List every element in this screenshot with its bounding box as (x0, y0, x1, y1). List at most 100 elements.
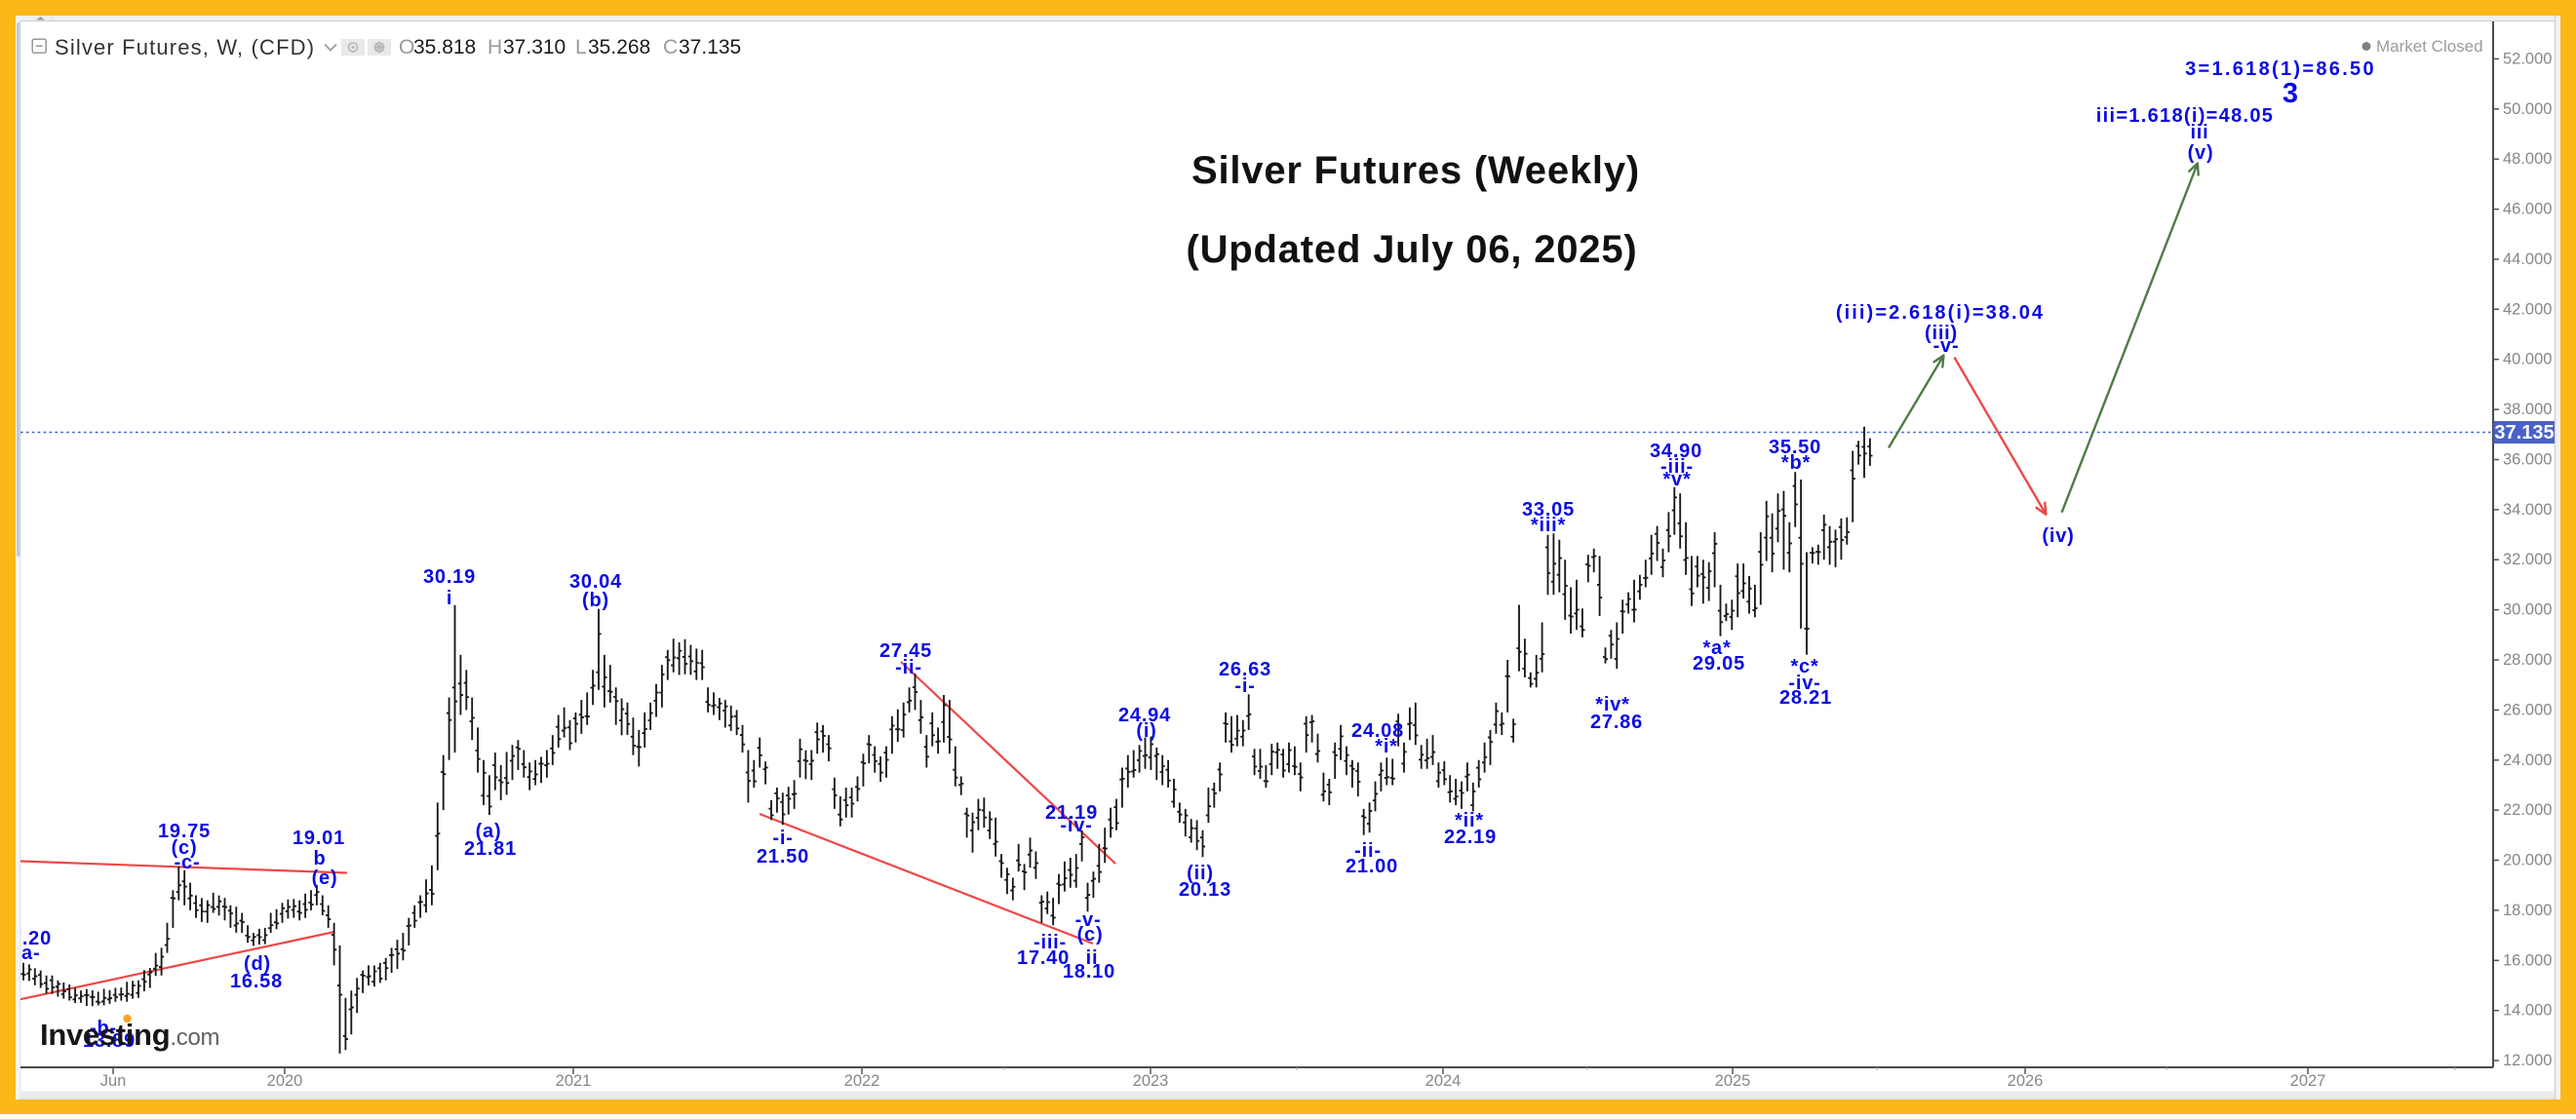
svg-text:50.000: 50.000 (2503, 100, 2552, 118)
svg-text:26.63: 26.63 (1219, 659, 1271, 680)
svg-text:27.86: 27.86 (1590, 712, 1643, 733)
svg-text:28.000: 28.000 (2503, 651, 2552, 669)
svg-text:2024: 2024 (1425, 1072, 1462, 1090)
svg-text:(Updated July 06, 2025): (Updated July 06, 2025) (1186, 228, 1637, 271)
svg-text:16.000: 16.000 (2503, 951, 2552, 969)
svg-text:30.000: 30.000 (2503, 601, 2552, 619)
svg-text:i: i (447, 588, 452, 609)
svg-text:35.268: 35.268 (588, 36, 650, 58)
svg-text:2022: 2022 (844, 1072, 880, 1090)
svg-text:29.05: 29.05 (1693, 653, 1745, 675)
svg-text:26.000: 26.000 (2503, 701, 2552, 718)
svg-text:17.40: 17.40 (1017, 947, 1070, 969)
svg-text:42.000: 42.000 (2503, 300, 2552, 318)
svg-text:-iv-: -iv- (1788, 673, 1820, 694)
svg-text:-iii-: -iii- (1660, 456, 1694, 478)
svg-text:ii: ii (1086, 947, 1099, 969)
svg-text:35.818: 35.818 (413, 36, 476, 58)
svg-text:24.94: 24.94 (1118, 705, 1171, 726)
svg-text:-ii-: -ii- (1354, 840, 1382, 862)
svg-text:44.000: 44.000 (2503, 251, 2552, 268)
svg-text:46.000: 46.000 (2503, 201, 2552, 218)
svg-text:3=1.618(1)=86.50: 3=1.618(1)=86.50 (2185, 58, 2376, 80)
svg-text:-c-: -c- (175, 852, 201, 873)
svg-text:-b-: -b- (90, 1018, 117, 1039)
svg-text:22.000: 22.000 (2503, 801, 2552, 819)
svg-text:*v*: *v* (1662, 469, 1691, 490)
svg-text:Silver Futures, W, (CFD): Silver Futures, W, (CFD) (55, 35, 315, 59)
svg-text:(e): (e) (312, 868, 338, 889)
svg-text:33.05: 33.05 (1522, 499, 1575, 521)
svg-text:(ii): (ii) (1187, 863, 1214, 884)
svg-text:(iii): (iii) (1925, 323, 1958, 344)
svg-text:*b*: *b* (1781, 452, 1811, 474)
svg-text:(b): (b) (582, 590, 609, 611)
svg-text:2026: 2026 (2008, 1072, 2044, 1090)
svg-text:21.81: 21.81 (464, 838, 517, 860)
svg-text:*iii*: *iii* (1531, 515, 1566, 536)
svg-text:Market Closed: Market Closed (2376, 37, 2483, 56)
svg-text:37.135: 37.135 (2494, 422, 2554, 444)
svg-text:24.000: 24.000 (2503, 752, 2552, 769)
svg-text:-i-: -i- (772, 828, 793, 849)
svg-text:Silver Futures (Weekly): Silver Futures (Weekly) (1191, 149, 1640, 192)
svg-text:36.000: 36.000 (2503, 451, 2552, 469)
svg-text:2023: 2023 (1133, 1072, 1169, 1090)
svg-text:37.310: 37.310 (503, 36, 566, 58)
svg-text:22.19: 22.19 (1444, 827, 1497, 848)
svg-text:2020: 2020 (267, 1072, 303, 1090)
svg-text:*i*: *i* (1375, 736, 1398, 757)
svg-text:*iv*: *iv* (1595, 694, 1629, 715)
svg-text:30.19: 30.19 (423, 566, 476, 588)
svg-text:L: L (575, 36, 587, 58)
svg-text:17.20: 17.20 (0, 928, 52, 949)
svg-text:-ii-: -ii- (895, 657, 922, 678)
svg-text:b: b (313, 848, 326, 869)
svg-text:-iv-: -iv- (1060, 815, 1092, 836)
svg-text:iii: iii (2190, 122, 2208, 143)
svg-text:2027: 2027 (2290, 1072, 2326, 1090)
svg-text:2021: 2021 (556, 1072, 592, 1090)
svg-text:48.000: 48.000 (2503, 150, 2552, 168)
svg-text:21.50: 21.50 (757, 846, 809, 868)
svg-text:21.19: 21.19 (1045, 802, 1098, 824)
svg-text:-a-: -a- (15, 943, 41, 964)
svg-text:19.01: 19.01 (293, 828, 345, 849)
svg-text:18.000: 18.000 (2503, 902, 2552, 919)
svg-text:34.90: 34.90 (1650, 441, 1702, 462)
svg-text:30.04: 30.04 (569, 571, 622, 593)
svg-text:(i): (i) (1136, 720, 1156, 742)
svg-text:(v): (v) (2188, 142, 2214, 164)
svg-text:O: O (399, 36, 414, 58)
svg-text:14.000: 14.000 (2503, 1002, 2552, 1020)
svg-text:(c): (c) (172, 837, 198, 859)
svg-text:(iii)=2.618(i)=38.04: (iii)=2.618(i)=38.04 (1836, 302, 2045, 324)
svg-text:20.13: 20.13 (1179, 879, 1231, 901)
svg-text:(iv): (iv) (2042, 525, 2074, 547)
svg-text:32.000: 32.000 (2503, 551, 2552, 568)
svg-text:38.000: 38.000 (2503, 401, 2552, 418)
svg-text:34.000: 34.000 (2503, 501, 2552, 519)
svg-text:-v-: -v- (1075, 909, 1102, 931)
svg-text:(a): (a) (476, 821, 502, 842)
svg-text:27.45: 27.45 (879, 640, 932, 662)
svg-text:*ii*: *ii* (1455, 810, 1484, 831)
svg-text:12.000: 12.000 (2503, 1052, 2552, 1069)
svg-text:16.58: 16.58 (230, 971, 283, 992)
svg-text:Jun: Jun (100, 1072, 127, 1090)
svg-text:20.000: 20.000 (2503, 852, 2552, 869)
svg-text:*a*: *a* (1702, 637, 1731, 659)
svg-text:2025: 2025 (1715, 1072, 1751, 1090)
svg-text:iii=1.618(i)=48.05: iii=1.618(i)=48.05 (2096, 105, 2274, 127)
svg-text:24.08: 24.08 (1351, 720, 1404, 742)
svg-text:C: C (663, 36, 678, 58)
svg-text:28.21: 28.21 (1779, 687, 1832, 709)
svg-text:*c*: *c* (1790, 656, 1818, 677)
svg-text:35.50: 35.50 (1769, 437, 1821, 458)
svg-text:52.000: 52.000 (2503, 50, 2552, 67)
svg-text:(d): (d) (244, 953, 271, 975)
svg-text:(c): (c) (1077, 924, 1104, 945)
svg-text:H: H (488, 36, 502, 58)
svg-text:37.135: 37.135 (679, 36, 741, 58)
svg-text:-iii-: -iii- (1034, 932, 1067, 953)
